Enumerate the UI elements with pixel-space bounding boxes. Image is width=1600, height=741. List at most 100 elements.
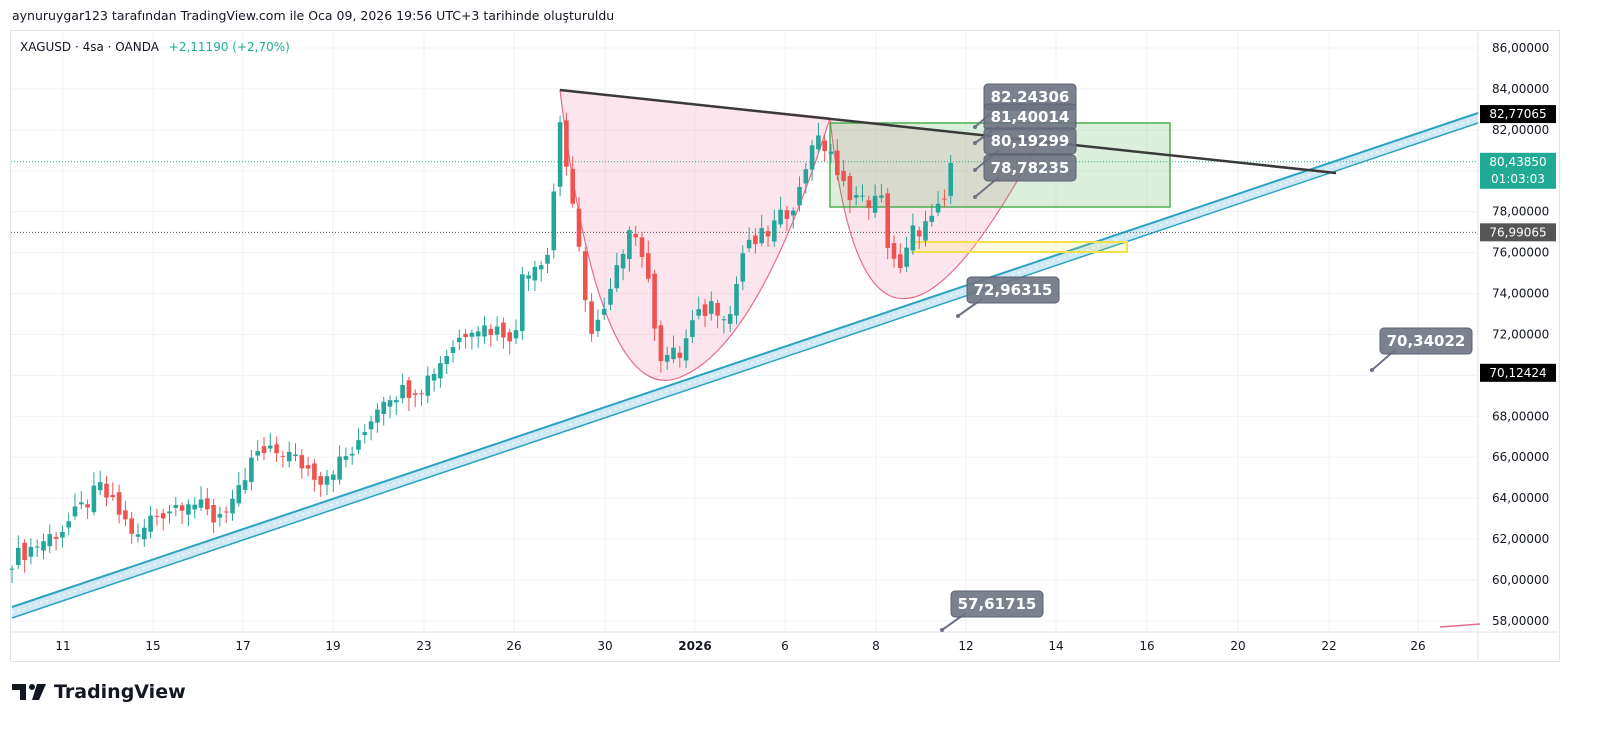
candle — [727, 305, 733, 333]
time-tick: 23 — [416, 639, 431, 653]
candle-body — [110, 495, 116, 498]
callout-label: 57,61715 — [958, 595, 1037, 613]
candle-body — [545, 254, 550, 264]
candle-body — [608, 288, 613, 305]
price-change: +2,11190 (+2,70%) — [168, 40, 290, 54]
candle — [538, 261, 544, 282]
candle — [513, 319, 519, 345]
tradingview-logo[interactable]: TradingView — [12, 681, 186, 703]
callout-box — [966, 276, 1060, 304]
candle-body — [482, 325, 487, 337]
price-tick: 68,00000 — [1492, 409, 1549, 423]
candle-body — [828, 151, 834, 155]
candle-body — [53, 536, 59, 539]
price-axis-label: 70,12424 — [1480, 363, 1556, 382]
candle — [841, 159, 846, 187]
candle — [778, 196, 783, 228]
candle-body — [866, 200, 872, 209]
candle-body — [841, 170, 846, 182]
candle-body — [34, 546, 40, 548]
candle-body — [268, 445, 273, 449]
candle-body — [942, 198, 947, 200]
candle-body — [274, 444, 279, 454]
candle — [318, 471, 323, 497]
candle — [772, 209, 777, 247]
candle-body — [349, 453, 355, 456]
candle — [186, 499, 191, 527]
candle-body — [135, 534, 141, 537]
candle — [286, 441, 292, 468]
candle — [135, 523, 141, 543]
price-tick: 82,00000 — [1492, 123, 1549, 137]
candle — [123, 500, 128, 527]
candle-body — [450, 347, 456, 354]
candle — [583, 246, 588, 312]
candle-body — [721, 319, 727, 321]
candle — [394, 396, 399, 415]
candle — [639, 231, 645, 268]
candle-body — [261, 446, 267, 453]
candle-body — [772, 220, 777, 242]
candle-body — [305, 465, 311, 469]
candle — [690, 309, 695, 343]
candle — [167, 505, 172, 524]
time-tick: 14 — [1048, 639, 1063, 653]
candle-body — [822, 140, 827, 152]
candle — [923, 210, 928, 247]
candle — [545, 247, 550, 274]
candle — [375, 403, 380, 433]
candle-body — [419, 393, 424, 395]
price-tick: 60,00000 — [1492, 573, 1549, 587]
candle — [677, 346, 683, 368]
price-callout: 57,61715 — [940, 590, 1044, 632]
callout-anchor — [973, 141, 977, 145]
callout-label: 78,78235 — [991, 159, 1070, 177]
candle-body — [299, 455, 305, 469]
candle — [501, 317, 506, 349]
candle — [293, 443, 298, 462]
candle-body — [475, 331, 481, 337]
candle — [576, 197, 582, 252]
candle — [879, 183, 884, 203]
candle — [797, 176, 802, 212]
chart-frame[interactable] — [10, 30, 1560, 662]
price-label-value: 80,43850 — [1489, 155, 1546, 169]
candle-body — [280, 455, 286, 457]
candle-body — [929, 215, 935, 222]
candle — [463, 328, 468, 349]
candle-body — [331, 474, 336, 480]
candle — [343, 447, 349, 468]
candle — [457, 329, 462, 351]
candle — [866, 195, 872, 220]
callout-anchor — [1370, 368, 1374, 372]
candle — [198, 486, 204, 511]
candle — [85, 499, 90, 519]
candle-body — [709, 301, 714, 314]
candle — [450, 340, 456, 363]
candle-body — [230, 498, 235, 514]
candle-body — [784, 210, 790, 219]
symbol-info[interactable]: XAGUSD · 4sa · OANDA — [20, 40, 159, 54]
candle — [154, 508, 160, 526]
candle-body — [223, 511, 229, 513]
candle — [507, 328, 512, 355]
candle-body — [60, 531, 65, 538]
price-tick: 74,00000 — [1492, 287, 1549, 301]
candle-body — [570, 168, 575, 204]
candle — [608, 278, 613, 311]
callout-anchor — [940, 628, 944, 632]
candle-body — [835, 150, 840, 176]
candle — [664, 346, 670, 370]
candle-body — [236, 485, 242, 504]
candle-body — [375, 409, 380, 423]
candle — [759, 214, 764, 247]
price-tick: 76,00000 — [1492, 246, 1549, 260]
candle-body — [438, 363, 443, 379]
candle-body — [923, 221, 928, 241]
candle — [142, 519, 147, 547]
price-axis-label: 76,99065 — [1480, 223, 1556, 242]
candle — [400, 373, 405, 404]
candle — [356, 428, 361, 455]
candle-body — [564, 120, 569, 167]
